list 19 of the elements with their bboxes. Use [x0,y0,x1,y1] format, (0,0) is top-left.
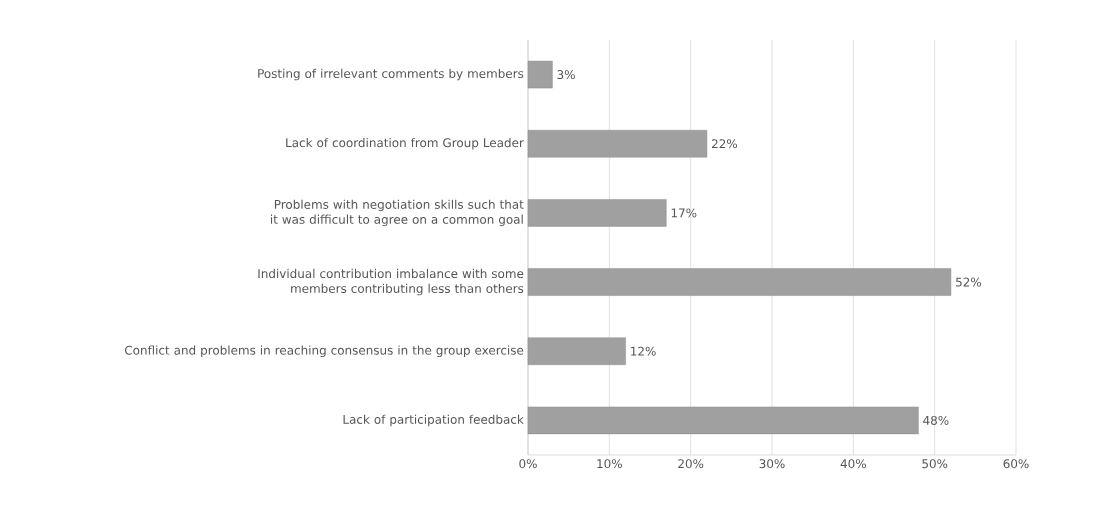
x-tick-label: 0% [519,459,537,469]
y-tick-label: Problems with negotiation skills such that it was difficult to agree on a common goal [270,199,524,227]
x-tick-label: 10% [597,459,622,469]
data-label: 48% [923,415,949,425]
data-label: 17% [671,208,697,218]
x-tick-label: 50% [922,459,948,469]
y-tick-label: Posting of irrelevant comments by members [258,68,524,81]
x-tick-label: 20% [678,459,704,469]
data-label: 3% [557,70,575,80]
data-label: 52% [956,277,982,287]
data-label: 22% [712,139,738,149]
y-tick-label: Individual contribution imbalance with some members contributing less than others [258,268,524,296]
y-tick-label: Lack of participation feedback [343,414,524,427]
x-tick-label: 60% [1003,459,1029,469]
x-tick-label: 40% [840,459,866,469]
y-tick-label: Conflict and problems in reaching consensus in the group exercise [124,345,524,358]
y-tick-label: Lack of coordination from Group Leader [286,137,524,150]
x-tick-label: 30% [759,459,785,469]
data-label: 12% [631,346,656,356]
